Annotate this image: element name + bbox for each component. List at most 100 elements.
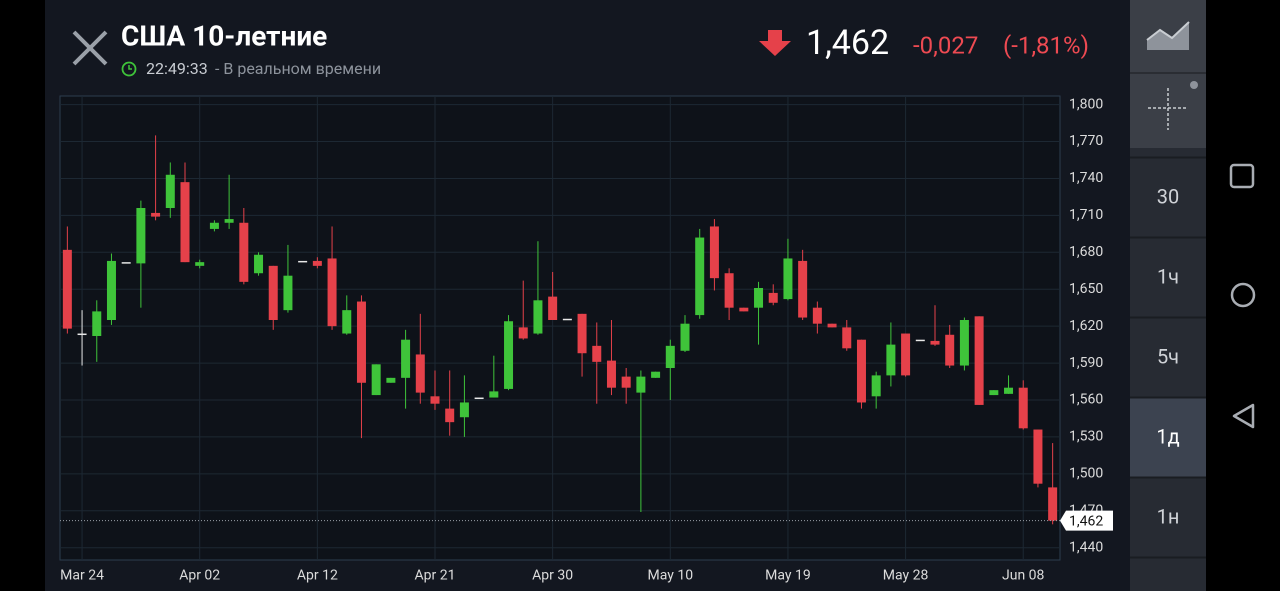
candle-body <box>695 237 705 316</box>
candle-body <box>533 300 543 334</box>
clock-icon <box>128 65 132 70</box>
x-tick-label: May 28 <box>883 568 929 584</box>
candle-body <box>1004 387 1014 394</box>
candle-body <box>886 344 896 376</box>
candle-body <box>209 222 219 229</box>
candle-body <box>915 339 925 342</box>
y-tick-label: 1,560 <box>1069 392 1103 408</box>
y-tick-label: 1,440 <box>1069 539 1103 555</box>
indicator-dot <box>1190 81 1198 89</box>
candle-body <box>415 354 425 393</box>
chart-type-button[interactable] <box>1146 21 1190 50</box>
instrument-title: США 10-летние <box>121 19 327 52</box>
timeframe-active[interactable] <box>1130 398 1206 477</box>
candle-body <box>1048 487 1058 521</box>
candle-body <box>548 296 558 320</box>
x-tick-label: Mar 24 <box>60 568 104 584</box>
candle-body <box>974 316 984 405</box>
x-tick-label: Apr 02 <box>179 568 220 584</box>
x-tick-label: Jun 08 <box>1002 568 1045 584</box>
grid <box>60 96 1060 560</box>
candle-body <box>945 334 955 366</box>
y-tick-label: 1,770 <box>1069 133 1103 149</box>
candle-body <box>798 260 808 318</box>
candle-body <box>680 323 690 351</box>
candle-body <box>871 375 881 397</box>
candle-body <box>474 397 484 400</box>
candle-body <box>268 265 278 320</box>
candle-body <box>445 408 455 423</box>
back-button[interactable] <box>1232 403 1255 429</box>
candle-body <box>768 292 778 303</box>
candle-body <box>930 340 940 345</box>
candle-body <box>606 360 616 388</box>
candle-body <box>77 333 87 336</box>
candle-body <box>754 288 764 308</box>
x-tick-label: May 19 <box>765 568 811 584</box>
candle-body <box>636 376 646 393</box>
x-tick-label: Apr 12 <box>297 568 338 584</box>
clock-icon <box>121 61 137 77</box>
y-tick-label: 1,710 <box>1069 207 1103 223</box>
timeframe-label: 1н <box>1157 504 1180 528</box>
y-tick-label: 1,650 <box>1069 281 1103 297</box>
candle-body <box>298 260 308 263</box>
candle-body <box>283 275 293 311</box>
candles <box>60 135 1060 525</box>
change: -0,027 <box>913 31 978 59</box>
candle-body <box>504 321 514 389</box>
candle-body <box>901 333 911 376</box>
timeframe-button[interactable] <box>1130 158 1206 237</box>
candle-body <box>121 262 131 264</box>
timeframe-button[interactable] <box>1130 318 1206 397</box>
candle-body <box>136 208 146 264</box>
home-button[interactable] <box>1230 282 1256 308</box>
candle-body <box>254 254 264 274</box>
area-icon <box>1146 21 1190 41</box>
candle-body <box>342 310 352 334</box>
candle-body <box>665 345 675 368</box>
candle-body <box>592 345 602 362</box>
timeframe-button[interactable] <box>1130 478 1206 557</box>
candle-body <box>401 339 411 378</box>
candle-body <box>386 377 396 383</box>
y-tick-label: 1,500 <box>1069 466 1103 482</box>
candle-body <box>651 371 661 378</box>
candle-body <box>783 258 793 300</box>
timeframe-label: 1д <box>1156 424 1179 448</box>
y-tick-label: 1,590 <box>1069 355 1103 371</box>
candle-body <box>106 260 116 320</box>
candle-body <box>224 219 234 223</box>
candle-body <box>827 323 837 328</box>
y-tick-label: 1,800 <box>1069 96 1103 112</box>
candle-body <box>709 226 719 279</box>
candle-body <box>989 390 999 396</box>
candle-body <box>239 222 249 282</box>
candle-body <box>92 311 102 336</box>
close-button[interactable] <box>72 30 108 66</box>
candle-body <box>430 396 440 404</box>
candle-body <box>62 249 72 329</box>
candle-body <box>842 327 852 349</box>
recent-apps-button[interactable] <box>1229 163 1255 189</box>
timeframe-label: 30 <box>1157 184 1179 208</box>
candle-body <box>739 307 749 312</box>
candle-body <box>195 262 205 266</box>
status: - В реальном времени <box>215 59 381 78</box>
y-tick-label: 1,680 <box>1069 244 1103 260</box>
change-percent: (-1,81%) <box>1003 31 1089 59</box>
candle-body <box>518 327 528 339</box>
x-tick-label: Apr 21 <box>415 568 456 584</box>
candle-body <box>577 313 587 354</box>
crosshair-button[interactable] <box>1148 81 1198 130</box>
y-tick-label: 1,620 <box>1069 318 1103 334</box>
candle-body <box>371 364 381 396</box>
candle-body <box>312 260 322 266</box>
candle-body <box>459 402 469 418</box>
candle-body <box>327 258 337 327</box>
x-tick-label: May 10 <box>648 568 694 584</box>
timeframe-button[interactable] <box>1130 238 1206 317</box>
candle-body <box>489 391 499 398</box>
